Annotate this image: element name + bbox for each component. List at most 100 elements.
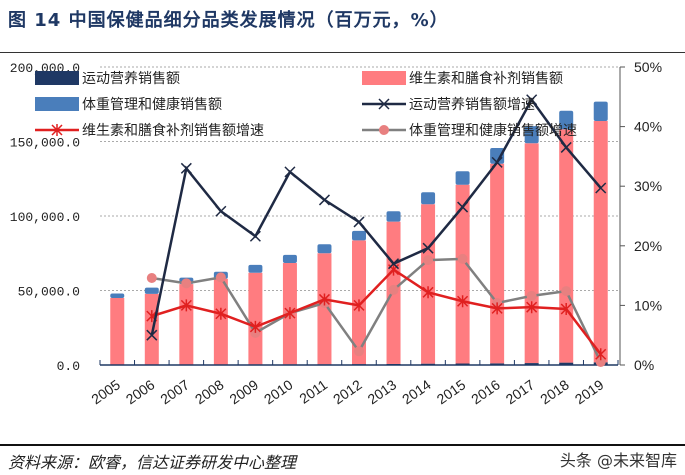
asterisk-marker-icon [318, 293, 330, 306]
y-left-tick-label: 50,000.0 [18, 285, 80, 300]
x-tick-label: 2017 [503, 376, 538, 407]
y-right-tick-label: 0% [634, 357, 654, 373]
data-point [353, 216, 365, 228]
data-point [560, 302, 572, 315]
legend-item: 体重管理和健康销售额增速 [362, 122, 577, 139]
legend-label: 运动营养销售额 [82, 71, 180, 87]
asterisk-marker-icon [560, 302, 572, 315]
source-divider [0, 444, 685, 446]
circle-marker-icon [181, 278, 192, 289]
x-marker-icon [457, 201, 469, 213]
data-point [215, 307, 227, 320]
bar-vitamin [317, 253, 332, 365]
legend-swatch [35, 71, 79, 85]
x-marker-icon [180, 162, 192, 174]
circle-marker-icon [595, 357, 606, 368]
bar-vitamin [248, 272, 263, 365]
y-right-tick-label: 40% [634, 119, 662, 135]
data-point [595, 357, 606, 368]
x-tick-label: 2006 [123, 376, 158, 407]
x-tick-label: 2005 [88, 376, 123, 407]
y-right-tick-label: 10% [634, 297, 662, 313]
x-tick-label: 2008 [192, 376, 227, 407]
data-point [526, 290, 537, 301]
legend-swatch [35, 97, 79, 111]
circle-marker-icon [388, 284, 399, 295]
asterisk-marker-icon [595, 348, 607, 361]
data-point [146, 329, 158, 341]
asterisk-marker-icon [284, 307, 296, 320]
x-marker-icon [560, 141, 572, 153]
x-marker-icon [318, 194, 330, 206]
x-tick-label: 2019 [572, 376, 607, 407]
line-weight-growth [151, 257, 602, 363]
data-point [284, 166, 296, 178]
legend-item: 运动营养销售额 [35, 71, 180, 87]
circle-marker-icon [457, 253, 468, 264]
x-tick-label: 2007 [157, 376, 192, 407]
asterisk-marker-icon [353, 299, 365, 312]
asterisk-marker-icon [422, 286, 434, 299]
bar-weight [248, 264, 263, 273]
data-point [457, 295, 469, 308]
legend-swatch [362, 71, 406, 85]
watermark: 头条 @未来智库 [559, 451, 677, 470]
bar-weight [144, 287, 159, 294]
line-vitamin-growth [151, 268, 602, 356]
data-point [422, 242, 434, 254]
x-marker-icon [526, 94, 538, 106]
legend-item: 维生素和膳食补剂销售额 [362, 70, 563, 87]
x-marker-icon [215, 205, 227, 217]
bar-vitamin [490, 163, 505, 364]
x-marker-icon [378, 98, 390, 110]
circle-marker-icon [215, 272, 226, 283]
x-marker-icon [388, 258, 400, 270]
data-point [353, 299, 365, 312]
data-point [215, 272, 226, 283]
y-right-tick-label: 50% [634, 59, 662, 75]
bar-sports [490, 363, 505, 365]
figure-title: 图 14 中国保健品细分品类发展情况（百万元，%） [8, 10, 449, 31]
legend-label: 维生素和膳食补剂销售额增速 [82, 122, 264, 139]
bar-vitamin [593, 120, 608, 363]
legend-label: 体重管理和健康销售额 [82, 96, 222, 113]
data-point [249, 320, 261, 333]
bar-vitamin [213, 278, 228, 365]
asterisk-marker-icon [51, 124, 63, 136]
bar-sports [559, 362, 574, 365]
legend-label: 体重管理和健康销售额增速 [409, 122, 577, 139]
data-point [354, 346, 364, 357]
bar-vitamin [559, 129, 574, 363]
data-point [249, 230, 261, 242]
bar-weight [352, 230, 366, 241]
legend-label: 运动营养销售额增速 [409, 97, 535, 113]
bar-weight [455, 171, 470, 185]
x-marker-icon [491, 156, 503, 168]
data-point [423, 255, 434, 266]
y-right-tick-label: 20% [634, 238, 662, 254]
asterisk-marker-icon [457, 295, 469, 308]
source-note: 资料来源：欧睿，信达证券研发中心整理 [8, 453, 297, 472]
line-sports-growth [150, 97, 602, 336]
circle-marker-icon [379, 125, 389, 135]
legend-item: 体重管理和健康销售额 [35, 96, 222, 113]
x-marker-icon [595, 182, 607, 194]
x-marker-icon [284, 166, 296, 178]
x-tick-label: 2012 [330, 376, 365, 407]
legend-marker [378, 98, 390, 110]
data-point [526, 94, 538, 106]
data-point [561, 286, 572, 297]
data-point [284, 307, 296, 320]
data-point [388, 258, 400, 270]
x-tick-label: 2014 [399, 376, 434, 407]
bar-weight [282, 254, 297, 264]
data-point [180, 162, 192, 174]
legend-label: 维生素和膳食补剂销售额 [409, 70, 563, 87]
x-tick-label: 2015 [434, 376, 469, 407]
circle-marker-icon [526, 290, 537, 301]
data-point [215, 205, 227, 217]
data-point [422, 286, 434, 299]
x-tick-label: 2013 [365, 376, 400, 407]
bar-sports [524, 363, 539, 365]
data-point [388, 284, 399, 295]
